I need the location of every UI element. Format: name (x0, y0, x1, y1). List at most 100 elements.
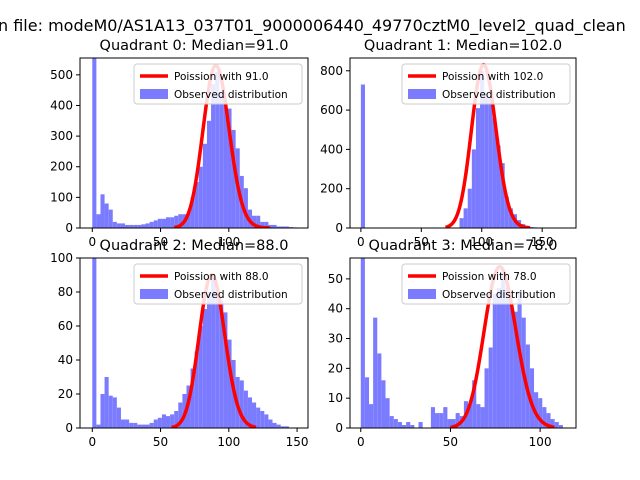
x-tick-label: 50 (153, 235, 168, 249)
histogram-bar (463, 208, 468, 228)
histogram-bar (120, 419, 126, 428)
histogram-bar (484, 368, 489, 428)
histogram-bar (149, 221, 154, 228)
x-tick-label: 0 (88, 435, 96, 449)
legend-box (133, 263, 303, 305)
legend-label-poisson: Poission with 78.0 (442, 271, 537, 283)
histogram-bar (480, 407, 485, 428)
legend: Poission with 91.0 Observed distribution (133, 63, 303, 105)
histogram-bar (92, 258, 97, 428)
histogram-bar (268, 419, 273, 428)
histogram-bar (410, 425, 415, 428)
legend-label-observed: Observed distribution (442, 289, 556, 301)
y-tick-label: 400 (320, 142, 343, 156)
y-tick-label: 200 (50, 160, 73, 174)
histogram-bar (508, 208, 513, 228)
histogram-bar (381, 380, 386, 428)
x-tick-label: 0 (357, 235, 365, 249)
histogram-bar (484, 92, 489, 228)
histogram-bar (227, 108, 232, 228)
histogram-bar (406, 422, 411, 428)
histogram-bar (373, 317, 378, 428)
histogram-bar (435, 413, 440, 428)
histogram-bar (186, 212, 191, 228)
figure-suptitle: n file: modeM0/AS1A13_037T01_9000006440_… (0, 16, 626, 36)
panel-title: Quadrant 0: Median=91.0 (100, 38, 289, 54)
histogram-bar (505, 287, 510, 428)
y-tick-label: 400 (50, 98, 73, 112)
legend-label-observed: Observed distribution (174, 289, 288, 301)
x-tick-label: 100 (470, 235, 493, 249)
y-tick-label: 200 (320, 182, 343, 196)
histogram-bar (542, 407, 547, 428)
histogram-bar (529, 368, 535, 428)
y-tick-label: 300 (50, 129, 73, 143)
histogram-bar (149, 422, 154, 428)
x-tick-label: 0 (357, 435, 365, 449)
y-tick-label: 50 (328, 272, 343, 286)
histogram-bar (137, 424, 142, 428)
histogram-bar (100, 194, 105, 228)
histogram-bar (284, 226, 289, 228)
histogram-bar (174, 411, 179, 428)
histogram-bar (202, 143, 207, 228)
histogram-bar (364, 377, 370, 428)
histogram-bar (256, 407, 261, 428)
histogram-bar (418, 422, 423, 428)
histogram-bar (558, 425, 563, 428)
histogram-bar (219, 300, 224, 428)
histogram-bar (120, 223, 126, 228)
histogram-bar (467, 188, 472, 228)
histogram-bar (264, 221, 269, 228)
legend-box (401, 263, 571, 305)
histogram-bar (504, 196, 509, 228)
x-tick-label: 100 (217, 435, 240, 449)
histogram-bar (129, 422, 134, 428)
histogram-bar (471, 149, 476, 228)
legend-patch-swatch (140, 89, 168, 99)
legend-label-observed: Observed distribution (174, 89, 288, 101)
histogram-bar (157, 417, 162, 428)
histogram-bar (451, 419, 456, 428)
histogram-bar (500, 163, 505, 228)
histogram-bar (178, 402, 183, 428)
histogram-bar (260, 411, 265, 428)
histogram-bar (492, 293, 497, 428)
histogram-bar (153, 220, 158, 228)
histogram-bar (161, 218, 167, 228)
y-tick-label: 500 (50, 68, 73, 82)
histogram-bar (430, 407, 436, 428)
legend-box (133, 63, 303, 105)
chart-panel-0: 0 50 100 0 100 200 300 400 500 Quadrant 0: Median… (50, 38, 309, 249)
histogram-bar (178, 214, 183, 228)
legend-patch-swatch (408, 289, 436, 299)
histogram-bar (256, 215, 261, 228)
histogram-bar (206, 292, 212, 428)
histogram-bar (260, 221, 265, 228)
histogram-bar (455, 413, 460, 428)
x-tick-label: 50 (153, 435, 168, 449)
histogram-bar (96, 424, 101, 428)
histogram-bar (100, 394, 105, 428)
x-tick-label: 0 (88, 235, 96, 249)
histogram-bar (501, 272, 506, 428)
histogram-bar (280, 226, 285, 228)
histogram-bar (247, 397, 253, 428)
chart-panel-1: 0 50 100 150 0 200 400 600 800 Quadrant 1: Median… (320, 38, 577, 249)
axes-frame (349, 57, 577, 229)
histogram-bar (133, 422, 138, 428)
histogram-bar (475, 108, 481, 228)
x-tick-label: 50 (414, 235, 429, 249)
legend-label-poisson: Poission with 91.0 (174, 71, 269, 83)
y-tick-label: 40 (328, 302, 343, 316)
x-tick-label: 150 (531, 235, 554, 249)
histogram-bar (272, 422, 277, 428)
histogram-bar (239, 380, 244, 428)
histogram-bar (468, 404, 473, 428)
histogram-bar (488, 98, 493, 228)
legend-label-observed: Observed distribution (442, 89, 556, 101)
histogram-bar (360, 84, 365, 228)
histogram-bar (129, 224, 134, 228)
histogram-bar (190, 197, 195, 228)
